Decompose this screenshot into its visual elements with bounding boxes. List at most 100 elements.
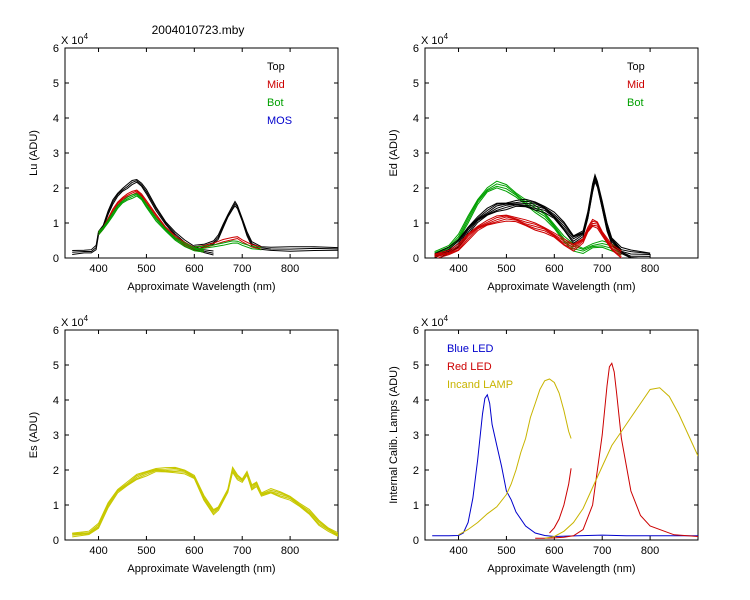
es-ytick-label: 3	[53, 430, 59, 442]
ed-legend-mid: Mid	[627, 79, 645, 91]
cal-series-red-led-line	[535, 362, 698, 539]
cal-ytick-label: 6	[413, 325, 419, 337]
ed-series-mid-line	[434, 215, 622, 256]
es-ytick-label: 1	[53, 500, 59, 512]
cal-ytick-label: 0	[413, 535, 419, 547]
lu-legend-bot: Bot	[267, 97, 284, 109]
ed-series-mid-line	[434, 216, 622, 256]
cal-multiplier-exp: 4	[444, 314, 449, 323]
lu-series-top-line	[72, 178, 214, 252]
cal-series-blue-led-line	[432, 393, 698, 538]
ed-xlabel: Approximate Wavelength (nm)	[487, 281, 635, 293]
ed-ytick-label: 1	[413, 218, 419, 230]
cal-legend-incand-lamp: Incand LAMP	[447, 379, 513, 391]
es-ytick-label: 6	[53, 325, 59, 337]
es-xtick-label: 600	[185, 545, 203, 557]
ed-ytick-label: 2	[413, 183, 419, 195]
ed-series-top-line	[434, 173, 651, 255]
cal-xtick-label: 700	[593, 545, 611, 557]
lu-series-bot-line	[194, 240, 262, 249]
lu-xlabel: Approximate Wavelength (nm)	[127, 281, 275, 293]
lu-series-top-line	[194, 200, 338, 249]
es-xtick-label: 700	[233, 545, 251, 557]
ed-legend-bot: Bot	[627, 97, 644, 109]
lu-series-bot-line	[98, 195, 204, 253]
cal-ytick-label: 4	[413, 395, 419, 407]
ed-series-bot-line	[434, 180, 622, 253]
cal-ytick-label: 5	[413, 360, 419, 372]
figure-title: 2004010723.mby	[152, 23, 245, 37]
lu-series-group	[72, 178, 338, 256]
es-series-group	[72, 466, 338, 538]
ed-xtick-label: 400	[449, 263, 467, 275]
es-xtick-label: 800	[281, 545, 299, 557]
ed-series-mid-line	[436, 220, 622, 258]
lu-xtick-label: 500	[137, 263, 155, 275]
lu-series-top-line	[72, 181, 214, 256]
es-xtick-label: 500	[137, 545, 155, 557]
lu-ytick-label: 6	[53, 43, 59, 55]
lu-ytick-label: 0	[53, 253, 59, 265]
es-series-es-line	[217, 467, 338, 535]
es-ytick-label: 4	[53, 395, 59, 407]
es-ytick-label: 0	[53, 535, 59, 547]
lu-ytick-label: 2	[53, 183, 59, 195]
lu-multiplier: X 104	[61, 32, 89, 47]
lu-series-mid-line	[98, 189, 205, 251]
ed-multiplier-exp: 4	[444, 32, 449, 41]
ed-series-mid-line	[434, 214, 622, 255]
es-series-es-line	[217, 470, 338, 537]
cal-ytick-label: 3	[413, 430, 419, 442]
es-series-es-line	[72, 467, 219, 535]
lu-multiplier-base: X 10	[61, 35, 84, 47]
lu-series-top-line	[72, 180, 214, 254]
lu-series-mid-line	[194, 236, 262, 248]
es-multiplier: X 104	[61, 314, 89, 329]
es-xlabel: Approximate Wavelength (nm)	[127, 563, 275, 575]
cal-series-incand-lamp-line	[544, 387, 698, 539]
es-xtick-label: 400	[89, 545, 107, 557]
cal-legend-red-led: Red LED	[447, 361, 492, 373]
es-ytick-label: 5	[53, 360, 59, 372]
ed-ytick-label: 6	[413, 43, 419, 55]
lu-ytick-label: 5	[53, 78, 59, 90]
es-series-es-line	[217, 471, 338, 537]
cal-xtick-label: 500	[497, 545, 515, 557]
lu-xtick-label: 800	[281, 263, 299, 275]
ed-xtick-label: 700	[593, 263, 611, 275]
lu-legend-mid: Mid	[267, 79, 285, 91]
cal-legend-blue-led: Blue LED	[447, 343, 494, 355]
ed-multiplier-base: X 10	[421, 35, 444, 47]
cal-multiplier: X 104	[421, 314, 449, 329]
es-series-es-line	[217, 466, 338, 534]
ed-legend-top: Top	[627, 61, 645, 73]
cal-series-incand-lamp-line	[458, 378, 572, 536]
cal-ylabel: Internal Calib. Lamps (ADU)	[388, 366, 400, 504]
ed-series-bot-line	[434, 183, 622, 254]
lu-ytick-label: 1	[53, 218, 59, 230]
es-series-es-line	[72, 466, 219, 534]
ed-xtick-label: 800	[641, 263, 659, 275]
cal-ytick-label: 2	[413, 465, 419, 477]
lu-ytick-label: 4	[53, 113, 59, 125]
cal-xtick-label: 400	[449, 545, 467, 557]
ed-series-mid-line	[434, 218, 622, 258]
lu-series-bot-line	[98, 194, 204, 252]
es-multiplier-exp: 4	[84, 314, 89, 323]
cal-xlabel: Approximate Wavelength (nm)	[487, 563, 635, 575]
ed-ytick-label: 5	[413, 78, 419, 90]
lu-series-bot-line	[194, 242, 262, 251]
lu-multiplier-exp: 4	[84, 32, 89, 41]
es-multiplier-base: X 10	[61, 317, 84, 329]
es-ytick-label: 2	[53, 465, 59, 477]
cal-ytick-label: 1	[413, 500, 419, 512]
cal-series-group	[432, 362, 698, 539]
ed-series-group	[434, 173, 651, 258]
cal-xtick-label: 600	[545, 545, 563, 557]
lu-xtick-label: 400	[89, 263, 107, 275]
